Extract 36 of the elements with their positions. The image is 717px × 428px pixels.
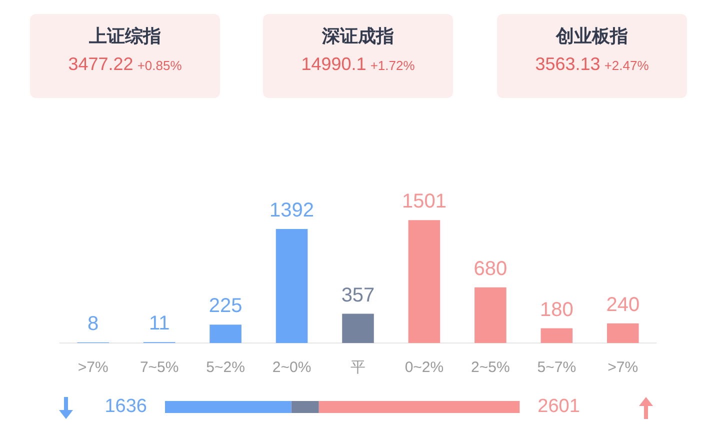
data-label: 357 (341, 284, 375, 306)
data-label: 180 (540, 298, 574, 321)
data-label: 11 (148, 312, 170, 335)
x-tick-label: 平 (350, 359, 366, 376)
x-tick-label: 5~7% (537, 359, 576, 376)
data-label: 680 (474, 258, 508, 280)
x-tick-label: 7~5% (140, 359, 179, 376)
x-tick-label: >7% (608, 359, 638, 376)
bar (408, 220, 440, 343)
x-tick-label: 2~0% (272, 359, 312, 376)
text: 14990.1 (301, 54, 366, 74)
data-label: 1392 (270, 200, 314, 222)
text: 上证综指 (88, 25, 162, 48)
text: 创业板指 (554, 25, 629, 48)
data-label: 8 (88, 312, 99, 335)
x-tick-label: >7% (78, 359, 108, 376)
data-label: 1636 (104, 396, 147, 418)
text: 深证成指 (320, 25, 395, 48)
bar (540, 328, 573, 343)
data-label: 2601 (538, 396, 580, 418)
bar (342, 314, 374, 343)
bar (210, 324, 242, 343)
data-label: 240 (606, 294, 640, 316)
text: +2.47% (604, 58, 649, 73)
text: 3477.22 (68, 54, 134, 74)
x-tick-label: 0~2% (404, 359, 444, 376)
text: +0.85% (137, 58, 182, 73)
x-tick-label: 2~5% (471, 359, 510, 376)
text: +1.72% (370, 58, 415, 73)
text: 3563.13 (535, 54, 600, 74)
bar (276, 229, 308, 343)
bar (606, 323, 639, 343)
bar (474, 287, 506, 343)
x-tick-label: 5~2% (206, 359, 245, 376)
data-label: 225 (208, 295, 242, 318)
data-label: 1501 (402, 190, 446, 213)
